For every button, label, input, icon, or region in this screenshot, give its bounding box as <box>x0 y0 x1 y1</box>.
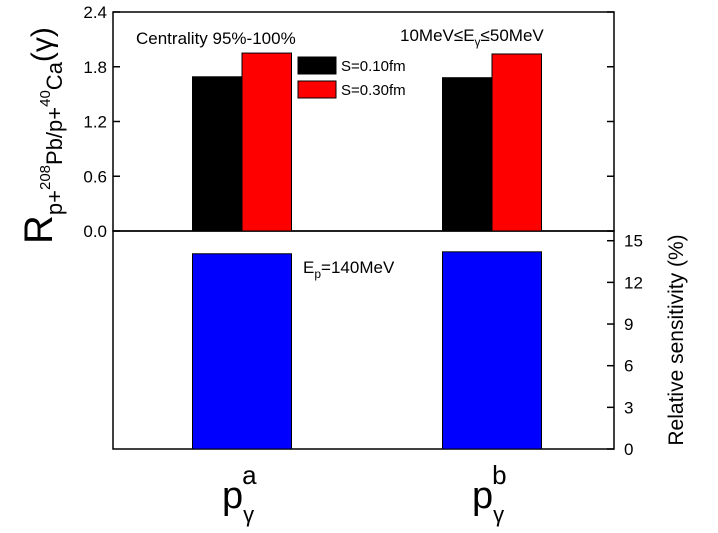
bar <box>442 251 542 450</box>
bar <box>442 77 493 232</box>
x-tick-label: pγb <box>472 460 507 527</box>
y2-axis-label: Relative sensitivity (%) <box>665 234 688 445</box>
x-tick-base: p <box>472 475 493 517</box>
y-tick-label: 2.4 <box>83 3 107 22</box>
legend-label: S=0.30fm <box>341 82 406 99</box>
x-tick-label: pγa <box>222 460 257 527</box>
bar <box>192 76 243 232</box>
y2-tick-label: 9 <box>624 315 633 334</box>
legend-swatch <box>297 56 337 75</box>
x-tick-sup: a <box>242 460 257 490</box>
y-tick-label: 0.6 <box>83 167 107 186</box>
bar <box>491 53 542 232</box>
x-tick-base: p <box>222 475 243 517</box>
y-axis-label: Rp+208Pb/p+40Ca(γ) <box>17 27 67 244</box>
y2-tick-label: 15 <box>624 232 643 251</box>
x-tick-sub: γ <box>493 502 504 527</box>
bar <box>192 253 292 450</box>
y-tick-label: 0.0 <box>83 222 107 241</box>
y2-tick-label: 3 <box>624 398 633 417</box>
annotation: Centrality 95%-100% <box>136 29 296 48</box>
annotation: 10MeV≤Eγ≤50MeV <box>400 26 544 49</box>
legend-swatch <box>297 80 337 99</box>
y-tick-label: 1.2 <box>83 113 107 132</box>
annotation: Ep=140MeV <box>303 258 395 281</box>
y-tick-label: 1.8 <box>83 58 107 77</box>
legend-label: S=0.10fm <box>341 58 406 75</box>
y2-tick-label: 12 <box>624 273 643 292</box>
bottom-frame <box>112 230 615 450</box>
y2-tick-label: 6 <box>624 357 633 376</box>
bar <box>241 52 292 232</box>
y2-tick-label: 0 <box>624 440 633 459</box>
x-tick-sub: γ <box>243 502 254 527</box>
x-tick-sup: b <box>492 460 506 490</box>
